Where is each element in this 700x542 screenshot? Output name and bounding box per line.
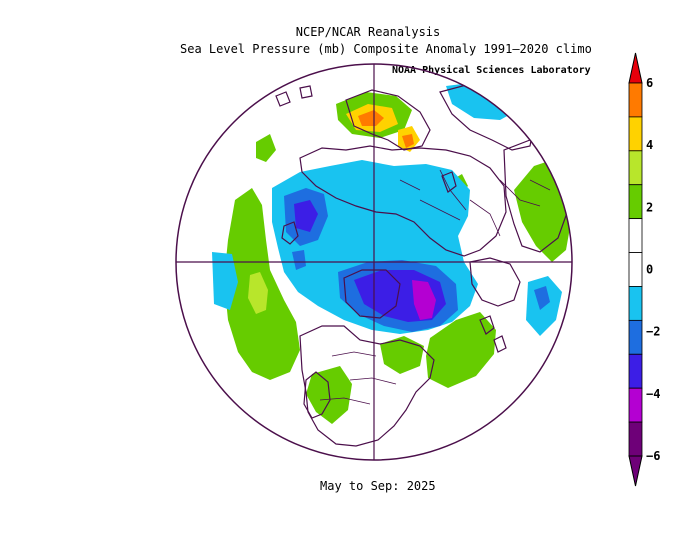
anomaly-positive-atlantic: [426, 312, 496, 388]
colorbar-segment: [628, 184, 643, 220]
colorbar-segment: [628, 252, 643, 287]
coast-eurasia: [299, 145, 507, 257]
coast-borders: [319, 169, 551, 405]
colorbar-tick-label: 4: [646, 138, 653, 152]
colorbar-tick-label: −6: [646, 449, 660, 463]
colorbar-segment: [628, 387, 643, 423]
colorbar: 6 4 2 0 −2 −4 −6: [628, 52, 660, 487]
colorbar-tick-label: −4: [646, 387, 660, 401]
coast-south-america: [303, 371, 331, 419]
colorbar-segment: [628, 319, 643, 355]
colorbar-segment: [628, 421, 643, 457]
anomaly-positive-north-america: [380, 336, 424, 374]
map-subtitle: Sea Level Pressure (mb) Composite Anomal…: [180, 42, 592, 56]
colorbar-arrow-bottom: [628, 455, 643, 487]
anomaly-negative-siberia-core: [294, 200, 318, 232]
coast-japan: [281, 221, 299, 245]
colorbar-arrow-top: [628, 52, 643, 84]
anomaly-positive-pacific-core: [248, 272, 268, 314]
coast-europe-north: [345, 89, 431, 151]
colorbar-segment: [628, 286, 643, 321]
anomaly-positive-baltic-peak: [402, 134, 414, 148]
anomaly-negative-pacific-small: [292, 250, 306, 270]
colorbar-tick-label: 2: [646, 200, 653, 214]
colorbar-segment: [628, 353, 643, 389]
colorbar-tick-label: 0: [646, 263, 653, 277]
anomaly-negative-east-small: [534, 286, 550, 310]
map-title: NCEP/NCAR Reanalysis: [295, 25, 441, 39]
coast-greenland: [343, 269, 401, 319]
anomaly-positive-europe-peak: [358, 110, 384, 126]
anomaly-field: [212, 82, 572, 424]
anomaly-negative-pacific-band: [212, 252, 238, 310]
anomaly-positive-northwest: [256, 134, 276, 162]
coast-islands: [275, 85, 507, 353]
colorbar-segment: [628, 218, 643, 253]
colorbar-segment: [628, 150, 643, 186]
colorbar-segment: [628, 116, 643, 152]
map-boundary: [175, 63, 573, 461]
coast-alaska: [469, 257, 521, 307]
period-label: May to Sep: 2025: [320, 479, 436, 493]
colorbar-segment: [628, 82, 643, 118]
anomaly-negative-canada-peak: [412, 280, 436, 320]
colorbar-tick-label: 6: [646, 76, 653, 90]
colorbar-tick-label: −2: [646, 325, 660, 339]
coast-uk: [441, 171, 457, 193]
credit-label: NOAA Physical Sciences Laboratory: [392, 65, 591, 76]
